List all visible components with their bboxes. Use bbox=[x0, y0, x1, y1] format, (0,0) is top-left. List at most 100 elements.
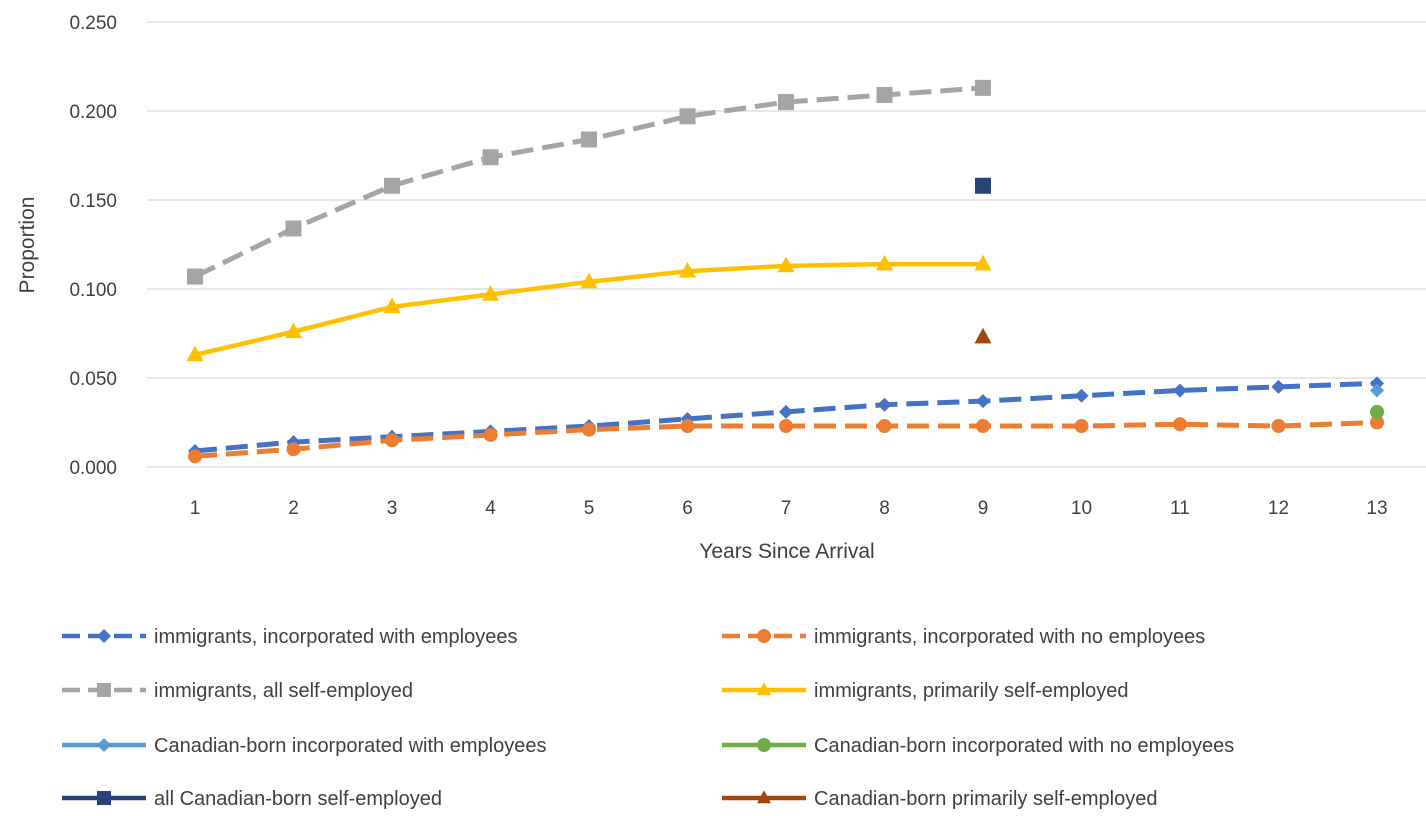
data-point bbox=[187, 268, 203, 285]
data-point bbox=[1074, 419, 1089, 434]
x-tick-label: 13 bbox=[1366, 498, 1387, 519]
data-point bbox=[975, 177, 991, 194]
data-point bbox=[876, 254, 893, 271]
data-point bbox=[1271, 379, 1286, 394]
x-axis-label: Years Since Arrival bbox=[699, 540, 874, 563]
series-4 bbox=[186, 254, 992, 362]
legend-marker bbox=[757, 682, 771, 696]
y-tick-label: 0.200 bbox=[69, 102, 117, 123]
data-point bbox=[285, 322, 302, 339]
data-point bbox=[679, 261, 696, 278]
legend-marker bbox=[757, 790, 771, 804]
data-point bbox=[482, 149, 499, 166]
data-point bbox=[1271, 419, 1286, 434]
data-point bbox=[1370, 376, 1384, 391]
legend-label: immigrants, all self-employed bbox=[154, 680, 413, 702]
x-tick-label: 6 bbox=[682, 498, 693, 519]
data-point bbox=[779, 419, 793, 434]
y-tick-label: 0.100 bbox=[69, 280, 117, 301]
plot-area bbox=[186, 79, 1384, 464]
data-point bbox=[779, 404, 793, 419]
data-point bbox=[975, 79, 991, 96]
data-point bbox=[383, 297, 401, 314]
data-point bbox=[1074, 388, 1089, 403]
gridlines bbox=[147, 21, 1426, 468]
data-point bbox=[680, 419, 695, 434]
series-5 bbox=[1370, 383, 1384, 398]
x-tick-label: 7 bbox=[781, 498, 792, 519]
legend-item: all Canadian-born self-employed bbox=[62, 788, 442, 810]
legend-label: immigrants, primarily self-employed bbox=[814, 680, 1129, 702]
data-point bbox=[482, 284, 499, 301]
series-3 bbox=[187, 79, 991, 285]
data-point bbox=[877, 419, 892, 434]
legend-label: Canadian-born incorporated with employee… bbox=[154, 735, 546, 757]
legend: immigrants, incorporated with employees i… bbox=[62, 626, 1234, 810]
x-tick-label: 4 bbox=[485, 498, 496, 519]
legend-item: immigrants, all self-employed bbox=[62, 680, 413, 702]
data-point bbox=[581, 131, 597, 148]
x-tick-label: 12 bbox=[1268, 498, 1289, 519]
data-point bbox=[385, 433, 399, 448]
series-line bbox=[193, 85, 984, 279]
data-point bbox=[384, 177, 400, 194]
series-7 bbox=[975, 177, 991, 194]
series-1 bbox=[188, 376, 1384, 458]
data-point bbox=[974, 254, 992, 271]
data-point bbox=[285, 220, 302, 237]
x-tick-label: 3 bbox=[387, 498, 398, 519]
series-6 bbox=[1370, 404, 1384, 419]
data-point bbox=[580, 272, 598, 289]
x-tick-label: 1 bbox=[190, 498, 201, 519]
data-point bbox=[976, 394, 990, 409]
data-point bbox=[286, 442, 301, 457]
data-point bbox=[1370, 415, 1384, 430]
x-tick-label: 5 bbox=[584, 498, 595, 519]
y-tick-label: 0.250 bbox=[69, 13, 117, 34]
y-axis-ticks: 0.000 0.050 0.100 0.150 0.200 0.250 bbox=[69, 13, 117, 479]
y-tick-label: 0.000 bbox=[69, 458, 117, 479]
data-point bbox=[876, 86, 893, 103]
data-point bbox=[976, 419, 990, 434]
data-point bbox=[1173, 383, 1187, 398]
y-axis-label: Proportion bbox=[16, 197, 39, 294]
x-tick-label: 2 bbox=[288, 498, 299, 519]
data-point bbox=[1173, 417, 1187, 432]
legend-item: immigrants, incorporated with employees bbox=[62, 626, 518, 648]
legend-marker bbox=[97, 683, 111, 697]
legend-item: Canadian-born incorporated with employee… bbox=[62, 735, 546, 757]
data-point bbox=[679, 108, 696, 125]
x-axis-ticks: 1 2 3 4 5 6 7 8 9 10 11 12 13 bbox=[190, 498, 1388, 519]
x-tick-label: 8 bbox=[879, 498, 890, 519]
data-point bbox=[974, 327, 992, 344]
legend-label: all Canadian-born self-employed bbox=[154, 788, 442, 810]
series-2 bbox=[188, 415, 1384, 464]
data-point bbox=[777, 256, 795, 273]
data-point bbox=[582, 422, 596, 437]
data-point bbox=[1370, 383, 1384, 398]
x-tick-label: 10 bbox=[1071, 498, 1092, 519]
legend-item: immigrants, incorporated with no employe… bbox=[722, 626, 1205, 648]
legend-marker bbox=[97, 791, 111, 805]
y-tick-label: 0.150 bbox=[69, 191, 117, 212]
data-point bbox=[483, 427, 498, 442]
legend-marker bbox=[97, 629, 111, 643]
legend-marker bbox=[757, 738, 771, 752]
legend-marker bbox=[757, 629, 771, 643]
x-tick-label: 11 bbox=[1170, 498, 1190, 519]
data-point bbox=[877, 397, 892, 412]
legend-marker bbox=[97, 738, 111, 752]
data-point bbox=[186, 345, 204, 362]
legend-label: Canadian-born incorporated with no emplo… bbox=[814, 735, 1234, 757]
data-point bbox=[778, 94, 794, 111]
series-8 bbox=[974, 327, 992, 344]
data-point bbox=[188, 449, 202, 464]
data-point bbox=[1370, 404, 1384, 419]
x-tick-label: 9 bbox=[978, 498, 989, 519]
legend-item: Canadian-born primarily self-employed bbox=[722, 788, 1158, 810]
legend-label: immigrants, incorporated with employees bbox=[154, 626, 518, 648]
legend-label: immigrants, incorporated with no employe… bbox=[814, 626, 1205, 648]
legend-item: Canadian-born incorporated with no emplo… bbox=[722, 735, 1234, 757]
